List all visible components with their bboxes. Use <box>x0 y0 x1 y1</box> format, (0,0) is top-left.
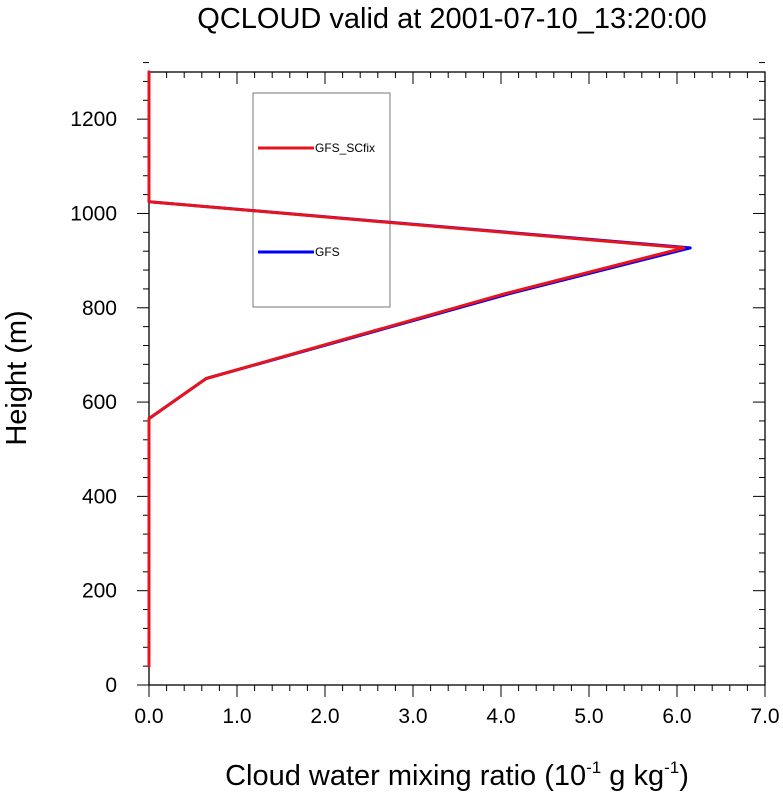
x-axis-title: Cloud water mixing ratio (10-1 g kg-1) <box>225 758 689 792</box>
legend-box <box>252 92 391 308</box>
y-tick-label: 200 <box>82 580 117 603</box>
x-axis-title-end: ) <box>679 760 689 792</box>
y-tick-label: 1000 <box>70 202 117 225</box>
x-tick-label: 7.0 <box>750 705 779 728</box>
series-line-gfs <box>147 70 692 668</box>
x-axis-title-base: Cloud water mixing ratio (10 <box>225 760 586 792</box>
x-tick-label: 1.0 <box>222 705 251 728</box>
legend: GFS_SCfix GFS <box>258 141 375 259</box>
y-tick-label: 600 <box>82 391 117 414</box>
x-tick-label: 5.0 <box>574 705 603 728</box>
series-line-gfs-scfix <box>147 70 686 668</box>
y-tick-label: 1200 <box>70 108 117 131</box>
x-axis-title-exp2: -1 <box>664 758 679 777</box>
series-lines <box>147 70 692 668</box>
y-tick-labels: 0 200 400 600 800 1000 1200 <box>70 108 117 697</box>
y-tick-label: 400 <box>82 485 117 508</box>
x-tick-label: 4.0 <box>486 705 515 728</box>
legend-label: GFS <box>315 245 340 259</box>
x-tick-label: 0.0 <box>134 705 163 728</box>
x-tick-labels: 0.0 1.0 2.0 3.0 4.0 5.0 6.0 7.0 <box>134 705 779 728</box>
chart-title: QCLOUD valid at 2001-07-10_13:20:00 <box>197 3 706 35</box>
y-tick-label: 800 <box>82 297 117 320</box>
plot-frame <box>148 71 766 686</box>
x-axis-title-mid: g kg <box>601 760 664 792</box>
x-axis-title-exp1: -1 <box>586 758 601 777</box>
x-tick-label: 3.0 <box>398 705 427 728</box>
y-tick-label: 0 <box>105 674 117 697</box>
x-tick-label: 6.0 <box>662 705 691 728</box>
tick-marks <box>137 62 766 697</box>
legend-label: GFS_SCfix <box>315 141 375 155</box>
x-tick-label: 2.0 <box>310 705 339 728</box>
y-axis-title: Height (m) <box>1 310 33 445</box>
